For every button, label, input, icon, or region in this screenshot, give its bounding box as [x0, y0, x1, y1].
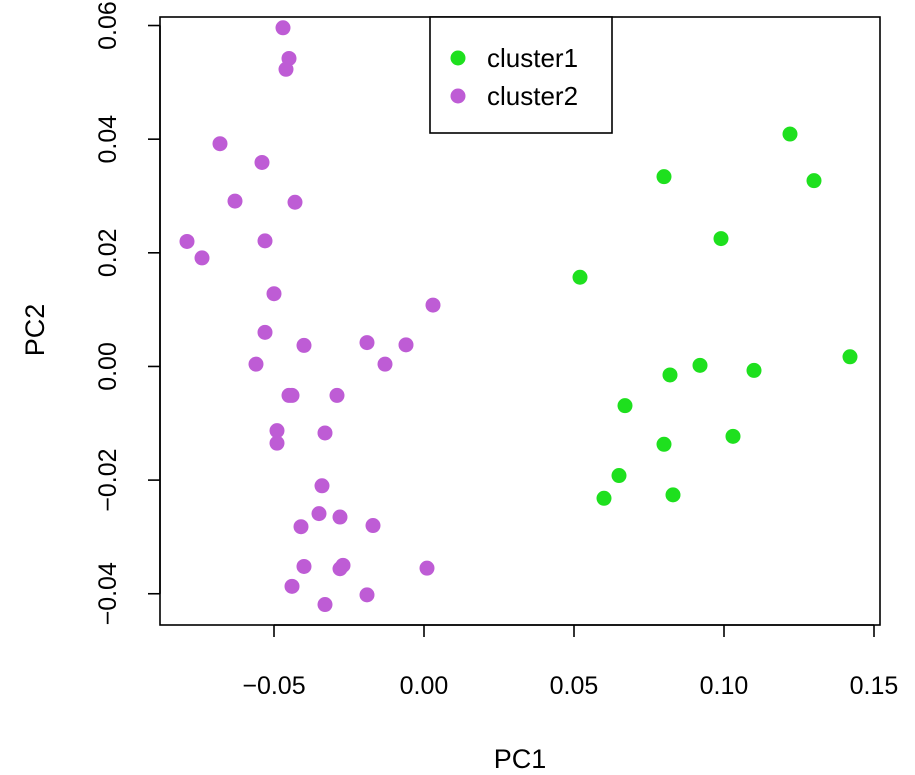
cluster2-point — [317, 425, 333, 441]
y-tick-label: 0.04 — [94, 115, 122, 164]
cluster2-point — [254, 154, 270, 170]
cluster2-point — [293, 519, 309, 535]
cluster2-point — [194, 250, 210, 266]
cluster2-point — [365, 518, 381, 534]
legend-box — [429, 16, 613, 134]
cluster2-point — [275, 20, 291, 36]
cluster2-point — [269, 423, 285, 439]
x-tick-label: −0.05 — [242, 672, 305, 700]
cluster1-point — [725, 428, 741, 444]
y-axis-title: PC2 — [20, 304, 50, 357]
cluster1-point — [692, 357, 708, 373]
cluster2-point — [296, 558, 312, 574]
x-axis-title: PC1 — [494, 744, 547, 774]
cluster1-point — [746, 362, 762, 378]
legend-label-cluster2: cluster2 — [487, 81, 578, 111]
cluster1-point — [665, 487, 681, 503]
cluster1-point — [611, 468, 627, 484]
cluster2-point — [257, 324, 273, 340]
data-points — [179, 20, 858, 613]
cluster2-point — [359, 335, 375, 351]
cluster1-point — [662, 367, 678, 383]
cluster1-point — [782, 126, 798, 142]
cluster1-point — [656, 436, 672, 452]
legend: cluster1 cluster2 — [429, 16, 613, 134]
y-tick-label: −0.02 — [94, 448, 122, 511]
legend-label-cluster1: cluster1 — [487, 43, 578, 73]
cluster2-point — [317, 597, 333, 613]
cluster2-point — [287, 194, 303, 210]
y-tick-label: 0.00 — [94, 342, 122, 391]
x-tick-label: 0.00 — [400, 672, 449, 700]
cluster2-point — [332, 509, 348, 525]
cluster2-point — [329, 387, 345, 403]
y-tick-label: −0.04 — [94, 562, 122, 625]
y-axis: −0.04 −0.02 0.00 0.02 0.04 0.06 — [94, 1, 161, 625]
cluster2-point — [212, 136, 228, 152]
cluster1-point — [842, 349, 858, 365]
cluster1-point — [713, 231, 729, 247]
cluster1-point — [596, 490, 612, 506]
cluster2-point — [284, 578, 300, 594]
cluster2-point — [296, 337, 312, 353]
cluster2-point — [359, 587, 375, 603]
cluster1-point — [617, 398, 633, 414]
x-axis: −0.05 0.00 0.05 0.10 0.15 — [242, 624, 899, 700]
cluster2-point — [257, 233, 273, 249]
x-tick-label: 0.10 — [700, 672, 749, 700]
cluster2-point — [311, 506, 327, 522]
cluster1-point — [572, 269, 588, 285]
cluster2-point — [314, 478, 330, 494]
x-tick-label: 0.05 — [550, 672, 599, 700]
x-tick-label: 0.15 — [850, 672, 899, 700]
cluster2-point — [248, 356, 264, 372]
cluster2-point — [278, 61, 294, 77]
cluster2-point — [266, 286, 282, 302]
cluster2-point — [179, 233, 195, 249]
cluster2-point — [377, 356, 393, 372]
legend-marker-cluster1 — [450, 50, 466, 66]
cluster2-point — [332, 561, 348, 577]
cluster1-point — [806, 173, 822, 189]
cluster2-point — [425, 297, 441, 313]
cluster2-point — [284, 387, 300, 403]
cluster2-point — [227, 193, 243, 209]
cluster2-point — [398, 337, 414, 353]
y-tick-label: 0.06 — [94, 1, 122, 50]
legend-marker-cluster2 — [450, 88, 466, 104]
cluster2-point — [419, 560, 435, 576]
cluster1-point — [656, 169, 672, 185]
cluster2-point — [269, 435, 285, 451]
y-tick-label: 0.02 — [94, 228, 122, 277]
